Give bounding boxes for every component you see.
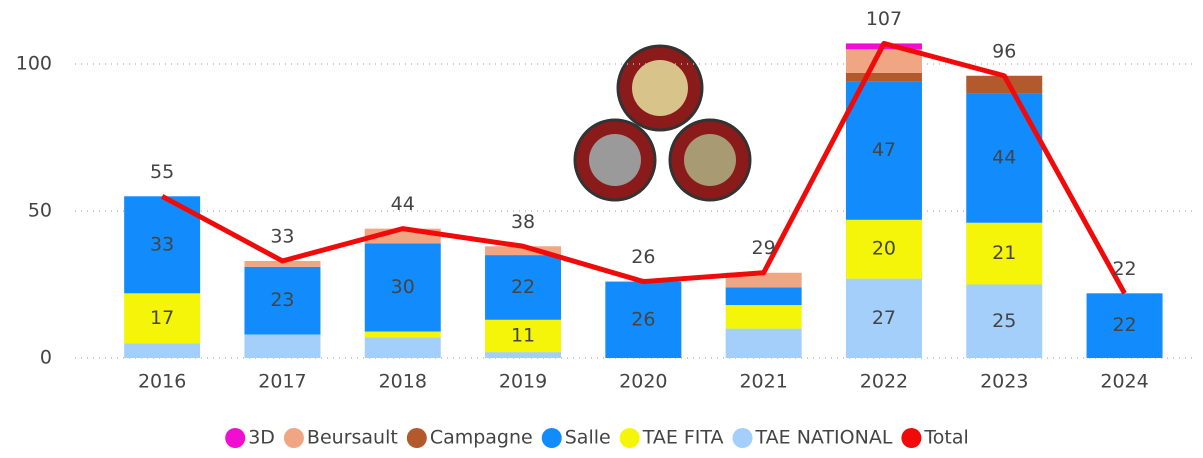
total-label: 44 xyxy=(391,193,415,215)
bar-segment xyxy=(365,337,441,358)
x-tick-label: 2019 xyxy=(499,371,547,393)
legend-label: TAE FITA xyxy=(642,427,724,449)
x-tick-label: 2018 xyxy=(379,371,427,393)
bar-segment xyxy=(726,287,802,305)
value-label: 21 xyxy=(992,242,1016,264)
bar-segment xyxy=(726,329,802,358)
value-label: 25 xyxy=(992,310,1016,332)
x-tick-label: 2020 xyxy=(619,371,667,393)
legend-label: Campagne xyxy=(430,427,533,449)
y-tick-label: 100 xyxy=(16,53,52,75)
legend-label: Beursault xyxy=(307,427,398,449)
value-label: 17 xyxy=(150,307,174,329)
bar-segment xyxy=(846,73,922,82)
x-tick-label: 2021 xyxy=(739,371,787,393)
legend-marker xyxy=(542,428,562,448)
total-label: 107 xyxy=(866,8,902,30)
value-label: 44 xyxy=(992,147,1016,169)
x-tick-label: 2016 xyxy=(138,371,186,393)
legend-marker xyxy=(284,428,304,448)
value-label: 30 xyxy=(391,276,415,298)
bar-segment xyxy=(365,332,441,338)
total-label: 96 xyxy=(992,40,1016,62)
value-label: 22 xyxy=(1112,314,1136,336)
x-tick-label: 2023 xyxy=(980,371,1028,393)
value-label: 26 xyxy=(631,308,655,330)
total-label: 38 xyxy=(511,211,535,233)
x-tick-label: 2022 xyxy=(860,371,908,393)
total-label: 55 xyxy=(150,161,174,183)
legend-marker xyxy=(620,428,640,448)
legend-marker xyxy=(901,428,921,448)
bar-segment xyxy=(124,343,200,358)
total-label: 26 xyxy=(631,246,655,268)
total-label: 29 xyxy=(752,237,776,259)
total-label: 22 xyxy=(1112,258,1136,280)
value-label: 33 xyxy=(150,233,174,255)
value-label: 23 xyxy=(270,289,294,311)
legend-label: Salle xyxy=(565,427,611,449)
bar-segment xyxy=(726,305,802,329)
value-label: 47 xyxy=(872,139,896,161)
legend-marker xyxy=(225,428,245,448)
y-tick-label: 50 xyxy=(28,200,52,222)
value-label: 27 xyxy=(872,307,896,329)
legend-label: 3D xyxy=(248,427,275,449)
legend-marker xyxy=(407,428,427,448)
y-tick-label: 0 xyxy=(40,347,52,369)
chart: 0 50 100 2016 17 33 2017 23 2018 30 2019 11 22 2020 26… xyxy=(0,0,1203,454)
value-label: 22 xyxy=(511,276,535,298)
value-label: 20 xyxy=(872,238,896,260)
x-tick-label: 2017 xyxy=(258,371,306,393)
legend-marker xyxy=(733,428,753,448)
medals xyxy=(575,46,750,200)
bar-segment xyxy=(244,334,320,358)
value-label: 11 xyxy=(511,324,535,346)
legend-label: TAE NATIONAL xyxy=(755,427,893,449)
x-tick-label: 2024 xyxy=(1100,371,1148,393)
total-label: 33 xyxy=(270,225,294,247)
legend-label: Total xyxy=(923,427,968,449)
bar-segment xyxy=(485,352,561,358)
